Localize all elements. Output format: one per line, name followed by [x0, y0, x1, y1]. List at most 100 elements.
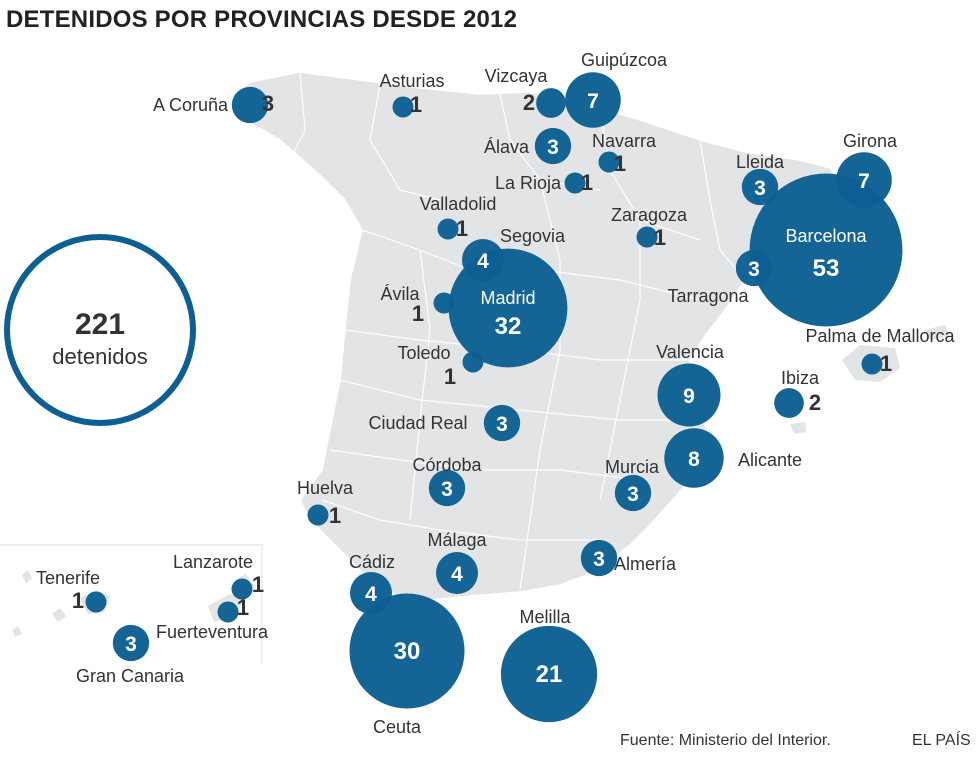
count-lleida: 3: [754, 177, 766, 200]
label-lleida: Lleida: [736, 152, 785, 172]
label-la-rioja: La Rioja: [495, 173, 562, 193]
label-ciudad-real: Ciudad Real: [368, 413, 467, 433]
count-melilla: 21: [536, 661, 563, 688]
province-labels: A Coruña 3 Asturias 1 Vizcaya 2 Guipúzcoa 7 Álav…: [36, 50, 956, 737]
count-madrid: 32: [495, 313, 522, 340]
label-ceuta: Ceuta: [373, 717, 422, 737]
label-guipuzcoa: Guipúzcoa: [581, 50, 668, 70]
count-gran-canaria: 3: [125, 633, 137, 656]
count-almeria: 3: [593, 548, 605, 571]
count-alicante: 8: [688, 448, 700, 471]
bubble-cordoba: [428, 469, 466, 507]
label-cordoba: Córdoba: [412, 455, 482, 475]
label-segovia: Segovia: [500, 226, 566, 246]
count-cadiz: 4: [365, 583, 377, 606]
bubble-lanzarote: [231, 578, 253, 600]
map-title: DETENIDOS POR PROVINCIAS DESDE 2012: [6, 6, 518, 33]
bubble-guipuzcoa: [565, 72, 621, 128]
bubble-cadiz: [350, 572, 392, 614]
publisher-credit: EL PAÍS: [912, 732, 971, 749]
count-ceuta: 30: [394, 638, 421, 665]
count-navarra: 1: [614, 151, 626, 176]
bubble-toledo: [462, 351, 484, 373]
label-alicante: Alicante: [738, 450, 802, 470]
label-barcelona: Barcelona: [785, 226, 867, 246]
label-asturias: Asturias: [379, 71, 444, 91]
count-palma-de-mallorca: 1: [880, 351, 892, 376]
label-ibiza: Ibiza: [781, 368, 820, 388]
label-avila: Ávila: [380, 284, 420, 304]
count-ciudad-real: 3: [496, 413, 508, 436]
count-guipuzcoa: 7: [587, 90, 599, 113]
count-huelva: 1: [329, 503, 341, 528]
count-cordoba: 3: [441, 478, 453, 501]
label-valladolid: Valladolid: [420, 194, 497, 214]
bubble-zaragoza: [636, 226, 658, 248]
bubble-murcia: [614, 474, 652, 512]
label-zaragoza: Zaragoza: [611, 205, 688, 225]
menorca-island: [925, 325, 950, 340]
label-girona: Girona: [843, 131, 898, 151]
count-toledo: 1: [444, 364, 456, 389]
bubble-almeria: [580, 539, 618, 577]
label-navarra: Navarra: [592, 131, 657, 151]
count-alava: 3: [547, 136, 559, 159]
bubble-ciudad-real: [483, 404, 521, 442]
count-lanzarote: 1: [252, 572, 264, 597]
bubble-lleida: [741, 168, 779, 206]
label-murcia: Murcia: [605, 457, 660, 477]
label-vizcaya: Vizcaya: [485, 66, 549, 86]
count-malaga: 4: [451, 563, 463, 586]
count-vizcaya: 2: [523, 90, 535, 115]
bubble-valencia: [657, 363, 721, 427]
label-fuerteventura: Fuerteventura: [156, 622, 269, 642]
bubble-tenerife: [85, 591, 107, 613]
bubble-tarragona: [735, 249, 773, 287]
bubble-ibiza: [774, 388, 804, 418]
total-detainees: 221 detenidos: [4, 234, 196, 426]
count-barcelona: 53: [813, 255, 840, 282]
count-segovia: 4: [477, 250, 489, 273]
formentera-island: [790, 422, 806, 434]
label-valencia: Valencia: [656, 342, 725, 362]
source-note: Fuente: Ministerio del Interior.: [620, 732, 831, 749]
bubble-a-coruna: [231, 86, 269, 124]
label-lanzarote: Lanzarote: [173, 552, 253, 572]
label-melilla: Melilla: [519, 607, 571, 627]
label-tarragona: Tarragona: [667, 286, 749, 306]
count-valencia: 9: [683, 385, 695, 408]
bubble-avila: [433, 292, 455, 314]
count-tarragona: 3: [748, 258, 760, 281]
bubble-navarra: [598, 151, 620, 173]
count-girona: 7: [858, 170, 870, 193]
bubble-alava: [534, 127, 572, 165]
bubble-ceuta: [349, 593, 465, 709]
bubble-barcelona: [749, 173, 903, 327]
label-cadiz: Cádiz: [349, 552, 395, 572]
bubble-asturias: [392, 96, 414, 118]
total-ring: [4, 234, 196, 426]
count-murcia: 3: [627, 483, 639, 506]
label-madrid: Madrid: [480, 288, 535, 308]
label-alava: Álava: [484, 137, 530, 157]
count-avila: 1: [412, 301, 424, 326]
label-a-coruna: A Coruña: [153, 95, 229, 115]
count-zaragoza: 1: [654, 225, 666, 250]
bubble-vizcaya: [536, 88, 566, 118]
bubble-la-rioja: [564, 172, 586, 194]
count-fuerteventura: 1: [237, 595, 249, 620]
count-la-rioja: 1: [581, 170, 593, 195]
count-valladolid: 1: [456, 216, 468, 241]
bubble-segovia: [462, 239, 504, 281]
label-tenerife: Tenerife: [36, 568, 100, 588]
count-a-coruna: 3: [262, 91, 274, 116]
bubble-alicante: [664, 428, 724, 488]
total-label: detenidos: [52, 344, 147, 369]
bubble-valladolid: [437, 218, 459, 240]
bubble-fuerteventura: [217, 601, 239, 623]
bubble-melilla: [500, 625, 598, 723]
bubble-huelva: [307, 504, 329, 526]
bubble-malaga: [436, 552, 478, 594]
label-malaga: Málaga: [427, 530, 487, 550]
